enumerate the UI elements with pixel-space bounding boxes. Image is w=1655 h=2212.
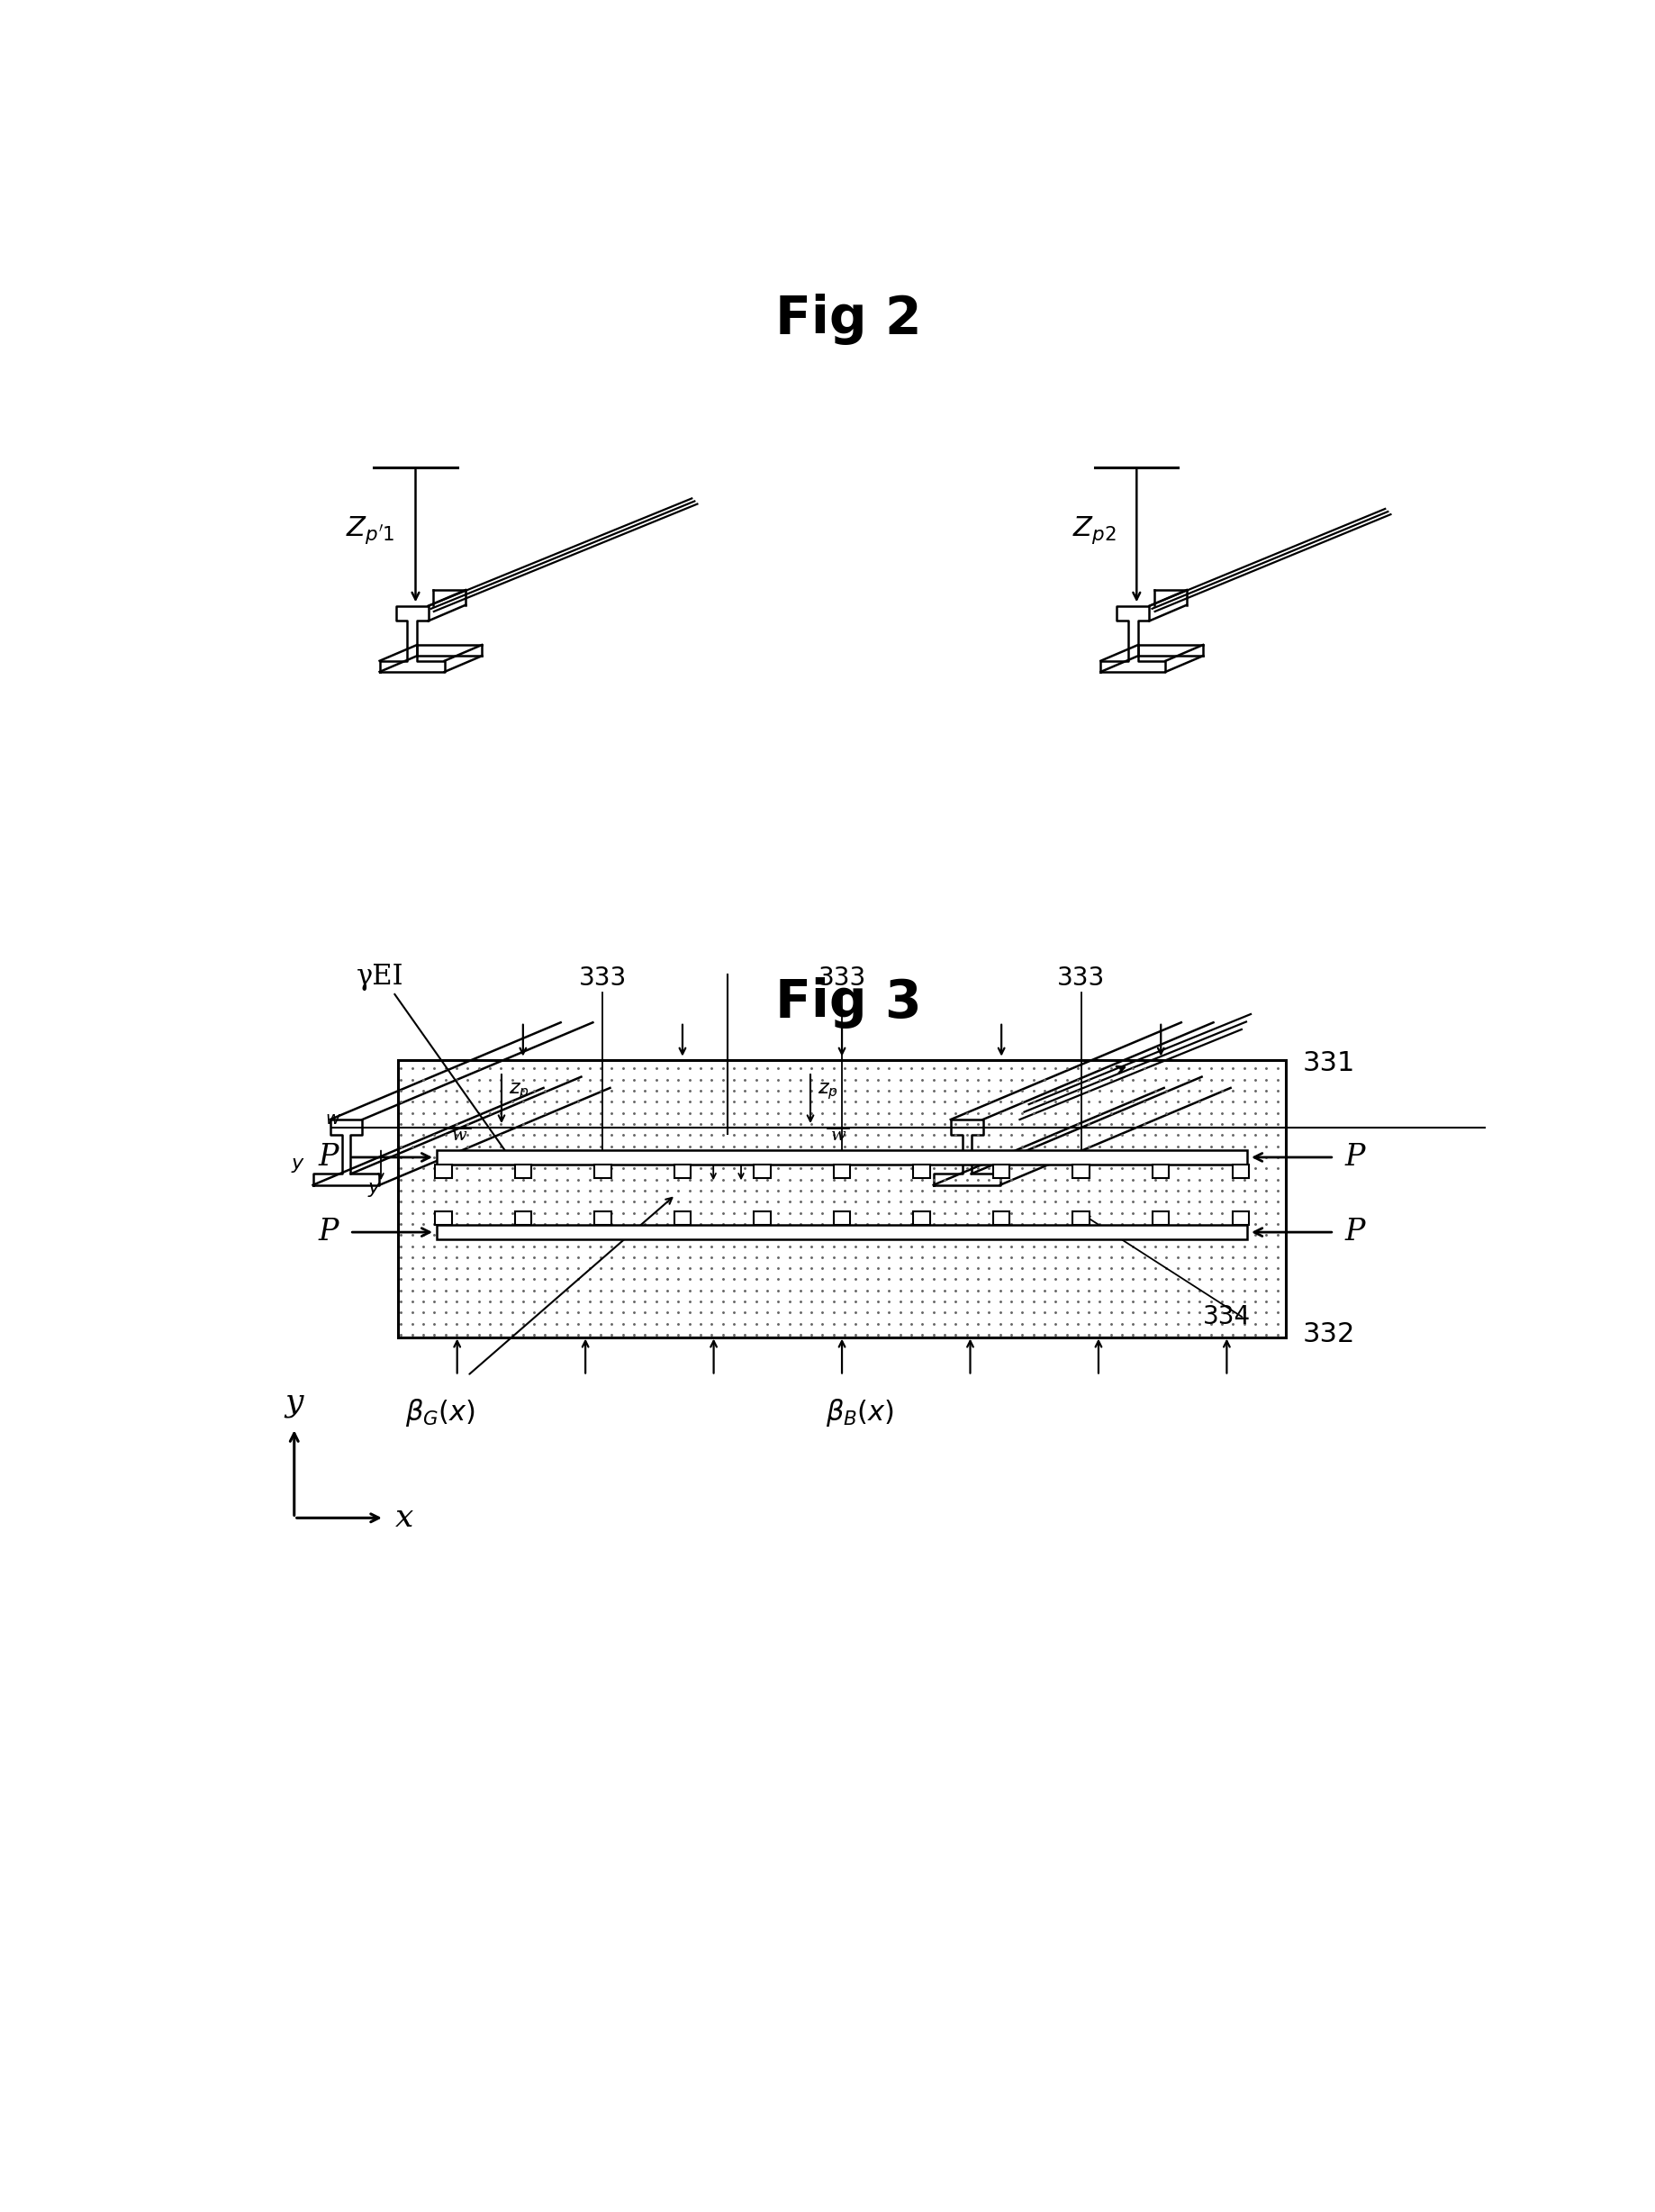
Bar bbox=[1152, 1164, 1168, 1179]
Bar bbox=[993, 1164, 1010, 1179]
Text: $\beta_B(x)$: $\beta_B(x)$ bbox=[826, 1396, 894, 1429]
Bar bbox=[515, 1212, 531, 1225]
Text: γEI: γEI bbox=[356, 962, 404, 991]
Text: $Z_{p2}$: $Z_{p2}$ bbox=[1072, 513, 1115, 546]
Text: $Z_{p'1}$: $Z_{p'1}$ bbox=[346, 513, 396, 546]
Text: $y$: $y$ bbox=[367, 1179, 381, 1199]
Text: y: y bbox=[285, 1387, 303, 1418]
Bar bbox=[755, 1164, 771, 1179]
Bar bbox=[399, 1060, 1286, 1338]
Bar bbox=[1233, 1212, 1250, 1225]
Bar bbox=[1233, 1164, 1250, 1179]
Bar bbox=[1072, 1212, 1089, 1225]
Bar bbox=[515, 1164, 531, 1179]
Bar bbox=[755, 1212, 771, 1225]
Bar bbox=[914, 1164, 930, 1179]
Bar bbox=[594, 1212, 611, 1225]
Text: $w$: $w$ bbox=[326, 1110, 341, 1128]
Text: 334: 334 bbox=[1203, 1305, 1251, 1329]
Text: $z_p$: $z_p$ bbox=[818, 1082, 837, 1102]
Bar bbox=[1072, 1164, 1089, 1179]
Bar bbox=[674, 1164, 690, 1179]
Text: $y$: $y$ bbox=[291, 1155, 305, 1175]
Text: Fig 3: Fig 3 bbox=[775, 978, 922, 1029]
Text: x: x bbox=[396, 1502, 414, 1533]
Text: w: w bbox=[831, 1128, 846, 1144]
Bar bbox=[834, 1212, 851, 1225]
Text: $z_p$: $z_p$ bbox=[508, 1082, 530, 1102]
Text: 333: 333 bbox=[1058, 967, 1106, 991]
Text: Fig 2: Fig 2 bbox=[775, 294, 922, 345]
Text: P: P bbox=[319, 1219, 339, 1248]
Text: 331: 331 bbox=[1302, 1051, 1355, 1077]
Text: P: P bbox=[1346, 1144, 1365, 1172]
Bar bbox=[993, 1212, 1010, 1225]
Bar bbox=[674, 1212, 690, 1225]
Bar bbox=[914, 1212, 930, 1225]
Text: 332: 332 bbox=[1302, 1321, 1355, 1347]
Bar bbox=[594, 1164, 611, 1179]
Text: w: w bbox=[452, 1128, 467, 1144]
Bar bbox=[834, 1164, 851, 1179]
Text: 333: 333 bbox=[818, 967, 866, 991]
Text: $\beta_G(x)$: $\beta_G(x)$ bbox=[405, 1396, 475, 1429]
Bar bbox=[435, 1164, 452, 1179]
Bar bbox=[437, 1225, 1248, 1239]
Bar bbox=[435, 1212, 452, 1225]
Bar bbox=[437, 1150, 1248, 1164]
Bar bbox=[1152, 1212, 1168, 1225]
Text: P: P bbox=[319, 1144, 339, 1172]
Text: 333: 333 bbox=[579, 967, 627, 991]
Text: P: P bbox=[1346, 1219, 1365, 1248]
